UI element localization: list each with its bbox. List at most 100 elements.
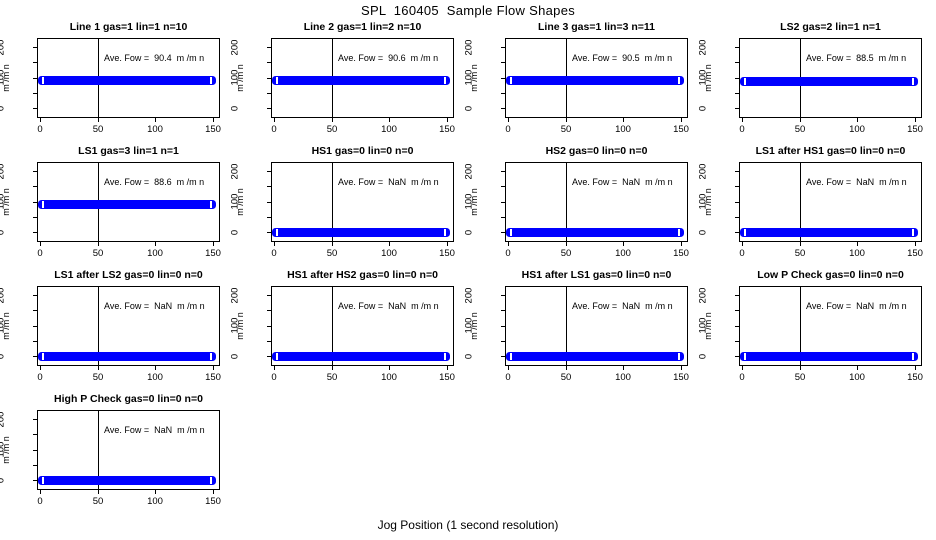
panel-title: HS2 gas=0 lin=0 n=0 bbox=[545, 145, 648, 157]
y-tick-mark bbox=[33, 93, 37, 94]
x-tick-mark bbox=[508, 366, 509, 370]
flow-trace-bar bbox=[740, 351, 918, 361]
trace-gap-right bbox=[912, 77, 914, 85]
flow-trace-bar bbox=[506, 351, 684, 361]
y-tick-mark bbox=[735, 326, 739, 327]
panel-title: Line 1 gas=1 lin=1 n=10 bbox=[69, 21, 188, 33]
y-tick-mark bbox=[735, 356, 739, 357]
x-tick-label: 0 bbox=[505, 248, 511, 259]
flow-trace-bar bbox=[272, 227, 450, 237]
average-flow-annotation: Ave. Fow = NaN m /m n bbox=[572, 177, 673, 187]
flow-panel: Line 1 gas=1 lin=1 n=10 Ave. Fow = 90.4 … bbox=[0, 15, 234, 139]
y-tick-mark bbox=[267, 341, 271, 342]
x-tick-mark bbox=[623, 366, 624, 370]
x-tick-label: 150 bbox=[439, 372, 455, 383]
flow-trace-bar bbox=[38, 75, 216, 85]
x-tick-label: 150 bbox=[907, 124, 923, 135]
trace-gap-left bbox=[510, 352, 512, 360]
x-tick-label: 150 bbox=[907, 248, 923, 259]
flow-panel: Low P Check gas=0 lin=0 n=0 Ave. Fow = N… bbox=[698, 263, 936, 387]
y-tick-mark bbox=[501, 62, 505, 63]
y-tick-mark bbox=[33, 480, 37, 481]
flow-panel: LS1 after LS2 gas=0 lin=0 n=0 Ave. Fow =… bbox=[0, 263, 234, 387]
x-tick-label: 150 bbox=[205, 124, 221, 135]
average-flow-annotation: Ave. Fow = NaN m /m n bbox=[104, 301, 205, 311]
panel-title: LS2 gas=2 lin=1 n=1 bbox=[780, 21, 881, 33]
average-flow-annotation: Ave. Fow = 88.5 m /m n bbox=[806, 53, 907, 63]
x-tick-mark bbox=[742, 118, 743, 122]
x-tick-mark bbox=[155, 490, 156, 494]
trace-gap-right bbox=[678, 76, 680, 84]
trace-gap-right bbox=[912, 352, 914, 360]
jog-marker-line bbox=[800, 286, 801, 366]
average-flow-annotation: Ave. Fow = 90.5 m /m n bbox=[572, 53, 673, 63]
y-tick-mark bbox=[267, 62, 271, 63]
trace-gap-left bbox=[276, 228, 278, 236]
flow-trace-bar bbox=[38, 200, 216, 210]
x-tick-mark bbox=[213, 242, 214, 246]
x-tick-label: 100 bbox=[147, 372, 163, 383]
x-tick-mark bbox=[98, 366, 99, 370]
trace-gap-left bbox=[42, 201, 44, 209]
trace-gap-left bbox=[276, 352, 278, 360]
x-tick-mark bbox=[40, 366, 41, 370]
x-tick-mark bbox=[98, 242, 99, 246]
panel-title: LS1 after HS1 gas=0 lin=0 n=0 bbox=[755, 145, 906, 157]
y-tick-mark bbox=[267, 356, 271, 357]
y-tick-mark bbox=[33, 326, 37, 327]
flow-trace-bar bbox=[38, 475, 216, 485]
x-tick-label: 50 bbox=[326, 248, 338, 259]
trace-gap-left bbox=[510, 228, 512, 236]
x-tick-label: 0 bbox=[739, 372, 745, 383]
y-tick-mark bbox=[735, 186, 739, 187]
y-tick-mark bbox=[735, 202, 739, 203]
x-tick-label: 150 bbox=[673, 372, 689, 383]
y-tick-label: 200 bbox=[229, 287, 241, 303]
x-tick-label: 150 bbox=[205, 496, 221, 507]
y-tick-mark bbox=[501, 186, 505, 187]
panel-title: Line 3 gas=1 lin=3 n=11 bbox=[537, 21, 656, 33]
trace-gap-left bbox=[42, 476, 44, 484]
x-tick-mark bbox=[274, 242, 275, 246]
x-tick-label: 100 bbox=[147, 248, 163, 259]
x-tick-mark bbox=[742, 366, 743, 370]
jog-marker-line bbox=[800, 162, 801, 242]
y-tick-mark bbox=[33, 202, 37, 203]
x-tick-label: 100 bbox=[849, 372, 865, 383]
trace-gap-right bbox=[678, 352, 680, 360]
x-tick-mark bbox=[566, 118, 567, 122]
x-tick-label: 100 bbox=[615, 124, 631, 135]
x-tick-label: 150 bbox=[907, 372, 923, 383]
x-tick-mark bbox=[681, 118, 682, 122]
trace-gap-right bbox=[444, 76, 446, 84]
y-tick-mark bbox=[735, 78, 739, 79]
x-tick-mark bbox=[800, 366, 801, 370]
panel-title: HS1 after HS2 gas=0 lin=0 n=0 bbox=[287, 269, 438, 281]
panel-title: HS1 gas=0 lin=0 n=0 bbox=[311, 145, 414, 157]
y-tick-mark bbox=[33, 310, 37, 311]
x-tick-label: 50 bbox=[560, 124, 572, 135]
x-tick-mark bbox=[681, 242, 682, 246]
x-tick-label: 50 bbox=[92, 124, 104, 135]
x-tick-label: 0 bbox=[37, 124, 43, 135]
y-tick-mark bbox=[267, 186, 271, 187]
trace-gap-left bbox=[42, 76, 44, 84]
x-tick-mark bbox=[155, 366, 156, 370]
y-tick-label: 200 bbox=[229, 39, 241, 55]
trace-gap-right bbox=[210, 201, 212, 209]
x-tick-mark bbox=[742, 242, 743, 246]
y-tick-mark bbox=[501, 295, 505, 296]
y-tick-mark bbox=[33, 450, 37, 451]
y-tick-mark bbox=[735, 171, 739, 172]
x-tick-mark bbox=[98, 118, 99, 122]
x-tick-label: 150 bbox=[673, 124, 689, 135]
x-tick-mark bbox=[389, 242, 390, 246]
y-tick-mark bbox=[267, 295, 271, 296]
average-flow-annotation: Ave. Fow = NaN m /m n bbox=[806, 177, 907, 187]
y-tick-mark bbox=[33, 78, 37, 79]
trace-gap-left bbox=[744, 228, 746, 236]
y-tick-mark bbox=[735, 93, 739, 94]
x-tick-label: 50 bbox=[560, 372, 572, 383]
y-tick-label: 200 bbox=[463, 39, 475, 55]
